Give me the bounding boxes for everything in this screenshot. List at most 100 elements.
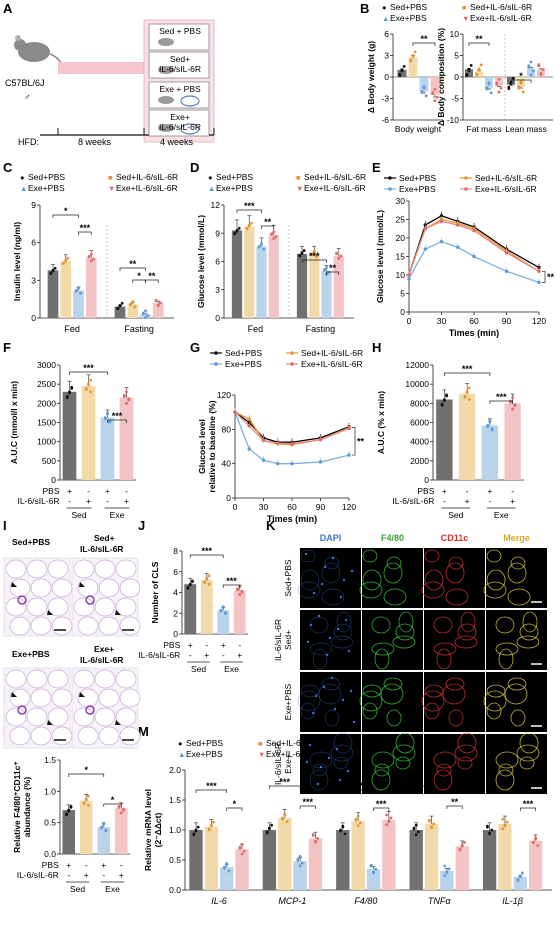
y-tick-label: 0.0 [169,885,181,895]
data-point [325,266,328,269]
data-point [463,394,467,398]
significance-label: *** [201,546,212,556]
arrowhead-icon [11,692,17,697]
data-point [116,306,120,310]
data-point [238,845,242,849]
significance-label: *** [80,223,91,233]
row-sublabel: IL-6/sIL-6R [273,743,283,785]
x-axis-label: Times (min) [449,328,499,338]
arrowhead-icon [47,610,53,615]
series-point [472,228,476,233]
data-point [430,825,433,829]
crown-like-structure [17,705,27,715]
y-tick-label: 3 [31,275,36,285]
channel-label: DAPI [320,533,342,543]
data-point [527,64,531,68]
group-label-0: Sed + PBS [159,26,201,36]
bar [309,253,320,318]
y-tick-label: 8 [173,546,178,556]
x-category-label: Lean mass [505,124,547,134]
bar [475,71,483,77]
legend-entry: Exe+IL-6/sIL-6R [475,184,537,194]
y-tick-label: 2.0 [169,765,181,775]
y-axis-label: Δ Body composition (%) [436,28,446,126]
chart-f: 0 500 1000 1500 2000 2500 3000 A.U.C (mmol/l x … [9,360,136,520]
significance-bracket [412,42,436,46]
row-label-il6: IL-6/sIL-6R [17,870,59,880]
series-point [423,227,427,231]
row-label: Exe+ [283,754,293,774]
data-point [433,87,437,91]
legend-entry: Sed+PBS [390,2,427,12]
arrowhead-icon [79,692,85,697]
bar [504,403,521,480]
if-image [300,732,361,794]
y-axis-label: abundance (%) [22,777,32,838]
group-label-1: Sed+ [170,54,190,64]
bar [81,386,96,480]
data-point [400,68,404,72]
data-point [66,256,70,260]
significance-bracket [352,427,356,456]
crown-like-structure [85,705,95,715]
data-point [82,801,86,805]
panel-label-b: B [360,1,369,16]
data-point [51,268,55,272]
y-tick-label: 4 [173,588,178,598]
data-point [511,407,515,411]
row-label: Sed+ [283,630,293,650]
data-point [68,390,71,394]
data-point [490,427,494,431]
data-point [442,398,446,401]
significance-bracket [444,372,491,376]
x-category-label: Fed [248,324,264,334]
data-point [122,393,126,397]
arrowhead-icon [79,582,85,587]
data-point [427,818,431,822]
x-category-label: F4/80 [354,896,377,906]
data-point [146,314,150,317]
significance-bracket [226,807,243,811]
data-point [521,871,524,875]
data-point [374,867,378,871]
legend-marker: ■ [462,3,467,12]
if-image [486,732,547,794]
legend-entry: Exe+IL-6/sIL-6R [301,359,363,369]
bar [527,68,535,77]
x-category-label: TNFα [428,896,451,906]
data-point [414,823,418,827]
series-point [537,280,541,285]
data-point [274,235,278,238]
legend-marker: ● [178,739,183,748]
y-tick-label: 2500 [37,379,56,389]
data-point [414,833,418,837]
data-point [310,252,314,256]
y-tick-label: 3 [384,51,389,61]
data-point [247,223,251,227]
bar [119,397,134,480]
significance-bracket [373,807,390,811]
y-axis-label: A.U.C (% x min) [376,391,386,454]
design-cell: + [66,860,71,870]
series-point [407,273,411,277]
data-point [223,865,226,869]
significance-label: ** [329,263,337,273]
series-point [504,269,509,273]
y-tick-label: 9 [215,228,220,238]
legend-entry: Sed+IL-6/sIL-6R [470,2,532,12]
data-point [479,63,483,67]
data-point [207,582,211,586]
data-point [240,843,244,846]
data-point [221,605,225,609]
data-point [413,50,417,54]
significance-bracket [69,371,108,375]
significance-label: ** [357,436,365,446]
if-image [483,548,547,608]
legend-entry: Sed+PBS [399,173,436,183]
series-point [276,441,280,445]
data-point [467,386,471,390]
data-point [315,255,318,259]
if-image [297,548,361,608]
histology-label-sed-pbs: Sed+PBS [12,537,50,547]
